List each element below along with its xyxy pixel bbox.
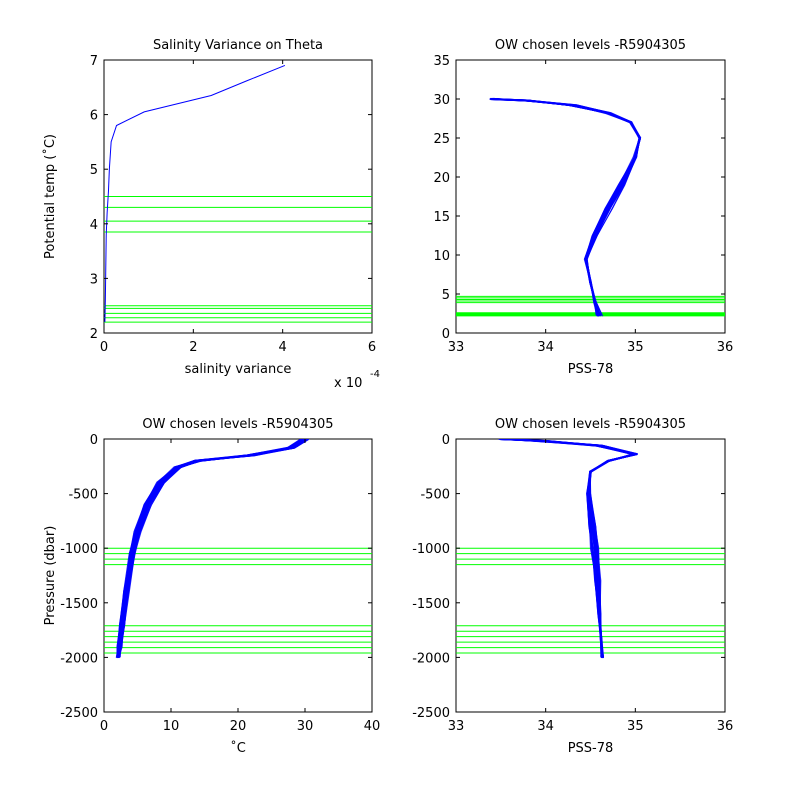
series-line bbox=[117, 439, 306, 658]
y-axis-label: Pressure (dbar) bbox=[43, 526, 58, 626]
x-axis-label: salinity variance bbox=[185, 362, 292, 377]
y-tick-label: -1500 bbox=[412, 597, 450, 612]
x-axis-label: PSS-78 bbox=[568, 741, 614, 756]
x-tick-label: 35 bbox=[627, 340, 644, 355]
y-tick-label: -2500 bbox=[60, 706, 98, 721]
y-tick-label: -1500 bbox=[60, 597, 98, 612]
y-tick-label: 0 bbox=[90, 433, 98, 448]
chart-panel-2: 33 34 35 36 0 5 10 15 20 25 30 35 OW chosen levels -… bbox=[433, 38, 733, 377]
x-tick-label: 36 bbox=[717, 340, 734, 355]
chart-title: OW chosen levels -R5904305 bbox=[142, 417, 333, 432]
x-tick-label: 34 bbox=[537, 340, 554, 355]
y-tick-label: -2500 bbox=[412, 706, 450, 721]
y-tick-label: 35 bbox=[433, 54, 450, 69]
y-tick-label: 6 bbox=[90, 109, 98, 124]
x-tick-label: 30 bbox=[297, 719, 314, 734]
y-tick-label: 0 bbox=[442, 433, 450, 448]
y-tick-label: 0 bbox=[442, 327, 450, 342]
y-tick-label: -1000 bbox=[412, 542, 450, 557]
y-tick-label: 10 bbox=[433, 249, 450, 264]
y-tick-label: 4 bbox=[90, 218, 98, 233]
x-tick-label: 4 bbox=[279, 340, 287, 355]
y-tick-label: 5 bbox=[90, 163, 98, 178]
chart-title: OW chosen levels -R5904305 bbox=[495, 38, 686, 53]
chart-title: Salinity Variance on Theta bbox=[153, 38, 323, 53]
profile-line bbox=[116, 439, 301, 658]
series-line bbox=[500, 439, 636, 658]
chart-panel-4: 33 34 35 36 -2500 -2000 -1500 -1000 -500 0 OW chos… bbox=[412, 417, 733, 756]
plot-frame bbox=[103, 438, 373, 713]
y-tick-label: -1000 bbox=[60, 542, 98, 557]
y-tick-label: 25 bbox=[433, 132, 450, 147]
y-tick-label: -2000 bbox=[60, 651, 98, 666]
y-tick-label: 7 bbox=[90, 54, 98, 69]
x-tick-label: 40 bbox=[364, 719, 381, 734]
y-tick-label: 15 bbox=[433, 210, 450, 225]
x-tick-label: 34 bbox=[537, 719, 554, 734]
chart-panel-3: 0 10 20 30 40 -2500 -2000 -1500 -1000 -500 0 OW cho… bbox=[43, 417, 380, 756]
y-tick-label: 3 bbox=[90, 272, 98, 287]
y-tick-label: -500 bbox=[68, 488, 98, 503]
y-axis-label: Potential temp (˚C) bbox=[42, 134, 58, 259]
x-axis-label: PSS-78 bbox=[568, 362, 614, 377]
x-axis-label: ˚C bbox=[230, 740, 246, 756]
series-line bbox=[104, 64, 286, 323]
x-tick-label: 20 bbox=[230, 719, 247, 734]
x-tick-label: 36 bbox=[717, 719, 734, 734]
y-tick-label: 20 bbox=[433, 171, 450, 186]
plot-frame bbox=[455, 59, 726, 334]
x-tick-label: 33 bbox=[448, 340, 465, 355]
x-tick-label: 6 bbox=[368, 340, 376, 355]
y-tick-label: 30 bbox=[433, 93, 450, 108]
y-tick-label: 5 bbox=[442, 288, 450, 303]
x-tick-label: 0 bbox=[100, 340, 108, 355]
x-exponent-label: x 10 bbox=[334, 376, 362, 391]
y-tick-label: 2 bbox=[90, 327, 98, 342]
series-line bbox=[491, 98, 641, 317]
y-tick-label: -2000 bbox=[412, 651, 450, 666]
x-tick-label: 2 bbox=[189, 340, 197, 355]
x-tick-label: 33 bbox=[448, 719, 465, 734]
chart-title: OW chosen levels -R5904305 bbox=[495, 417, 686, 432]
x-tick-label: 10 bbox=[163, 719, 180, 734]
x-exponent-power: -4 bbox=[370, 369, 380, 380]
x-tick-label: 0 bbox=[100, 719, 108, 734]
x-tick-label: 35 bbox=[627, 719, 644, 734]
y-tick-label: -500 bbox=[420, 488, 450, 503]
